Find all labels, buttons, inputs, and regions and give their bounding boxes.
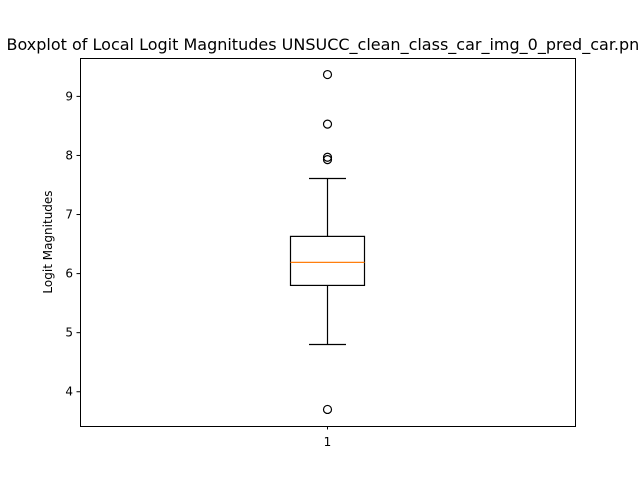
y-tick-label: 4 [65,385,73,399]
chart-title: Boxplot of Local Logit Magnitudes UNSUCC… [7,35,640,55]
y-tick-label: 6 [65,267,73,281]
axes-frame [80,58,576,427]
outlier-point [322,154,333,165]
plot-area: 4 5 6 7 8 9 1 [65,69,366,449]
outlier-point [322,119,333,129]
y-tick-label: 9 [65,89,73,103]
iqr-box [289,235,366,287]
outlier-point [322,404,333,415]
y-tick-label: 5 [65,326,73,340]
y-axis-label: Logit Magnitudes [41,190,55,293]
outlier-point [322,69,333,80]
y-tick-label: 7 [65,208,73,222]
outlier-point [322,152,333,162]
x-tick-label: 1 [324,435,332,449]
y-tick-label: 8 [65,148,73,162]
